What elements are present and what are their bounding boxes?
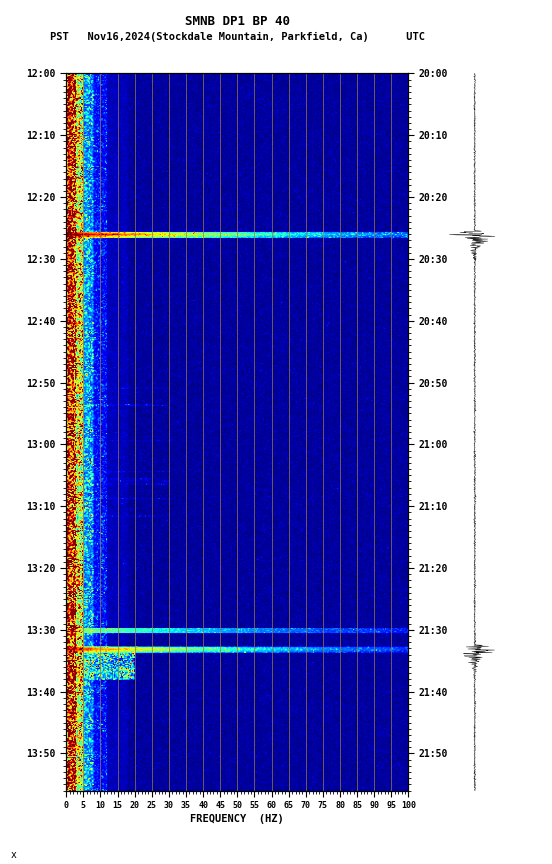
Text: x: x — [11, 850, 17, 861]
Text: PST   Nov16,2024(Stockdale Mountain, Parkfield, Ca)      UTC: PST Nov16,2024(Stockdale Mountain, Parkf… — [50, 32, 425, 42]
X-axis label: FREQUENCY  (HZ): FREQUENCY (HZ) — [190, 814, 284, 824]
Text: SMNB DP1 BP 40: SMNB DP1 BP 40 — [185, 15, 290, 29]
